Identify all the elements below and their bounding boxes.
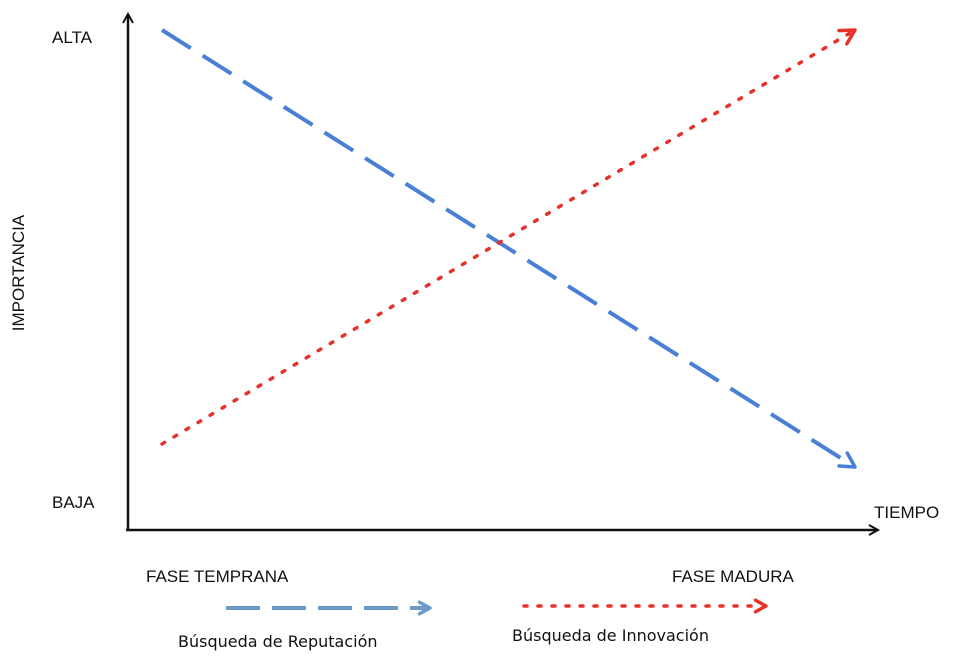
axes (126, 14, 878, 530)
x-tick-label-mature: FASE MADURA (672, 567, 795, 586)
series-layer (160, 28, 857, 469)
legend-reputacion-label: Búsqueda de Reputación (178, 632, 378, 651)
x-axis-label: TIEMPO (874, 503, 939, 522)
legend-reputacion-arrowhead (417, 600, 432, 616)
y-axis-label: IMPORTANCIA (9, 214, 28, 331)
legend: Búsqueda de Reputación Búsqueda de Innov… (178, 598, 768, 651)
series-reputacion-arrowhead (837, 451, 857, 469)
legend-innovacion-label: Búsqueda de Innovación (512, 626, 709, 645)
y-tick-label-high: ALTA (52, 28, 93, 47)
series-innovacion-arrowhead (837, 28, 857, 46)
x-tick-label-early: FASE TEMPRANA (146, 567, 289, 586)
legend-innovacion-arrowhead (753, 598, 768, 614)
series-reputacion-line (160, 28, 857, 469)
series-innovacion-line (160, 28, 857, 446)
y-tick-label-low: BAJA (52, 493, 95, 512)
